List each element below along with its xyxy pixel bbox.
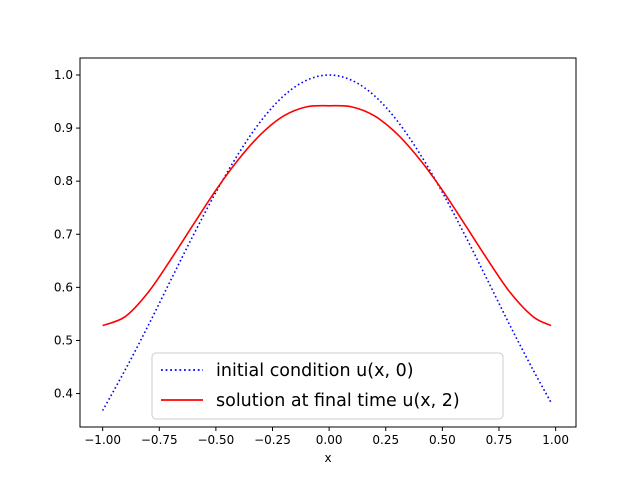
axes-frame	[79, 57, 577, 428]
x-axis-label: x	[324, 451, 331, 465]
x-axis-ticks: −1.00 −0.75 −0.50 −0.25 0.00 0.25 0.50 0.75 1.00	[84, 427, 569, 447]
x-tick-label: 0.00	[316, 433, 343, 447]
y-tick-label: 0.9	[54, 121, 73, 135]
x-tick-label: −0.25	[254, 433, 291, 447]
legend-entry-label: solution at final time u(x, 2)	[216, 391, 460, 411]
y-tick-label: 0.5	[54, 333, 73, 347]
x-tick-label: 1.00	[542, 433, 569, 447]
x-tick-label: −0.75	[141, 433, 178, 447]
x-tick-label: 0.25	[372, 433, 399, 447]
y-tick-label: 0.8	[54, 174, 73, 188]
y-tick-label: 0.7	[54, 227, 73, 241]
legend: initial condition u(x, 0) solution at fin…	[151, 352, 504, 420]
y-tick-label: 1.0	[54, 68, 73, 82]
series-layer	[101, 74, 552, 411]
x-tick-label: −1.00	[84, 433, 121, 447]
legend-entry-label: initial condition u(x, 0)	[216, 361, 414, 381]
x-tick-label: −0.50	[197, 433, 234, 447]
x-tick-label: 0.50	[429, 433, 456, 447]
series-line-initial-condition	[101, 74, 552, 411]
y-axis-ticks: 0.4 0.5 0.6 0.7 0.8 0.9 1.0	[54, 68, 80, 401]
y-tick-label: 0.6	[54, 280, 73, 294]
legend-box	[151, 352, 504, 420]
series-line-final-solution	[102, 104, 552, 327]
y-tick-label: 0.4	[54, 387, 73, 401]
x-tick-label: 0.75	[486, 433, 513, 447]
